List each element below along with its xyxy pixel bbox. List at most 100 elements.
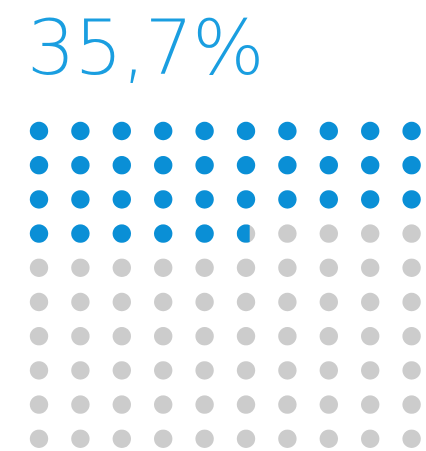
waffle-dot-filled (195, 121, 214, 141)
waffle-dot-empty (319, 429, 338, 448)
waffle-dot-empty (71, 429, 90, 448)
waffle-dot-filled (71, 190, 90, 209)
waffle-dot-filled (278, 121, 297, 141)
waffle-dot-partial-fill (236, 224, 250, 243)
waffle-dot-empty (154, 327, 173, 346)
waffle-dot-empty (278, 395, 297, 414)
waffle-dot-empty (278, 292, 297, 312)
waffle-dot-filled (361, 121, 380, 141)
waffle-dot-empty (71, 292, 90, 312)
waffle-dot-filled (319, 156, 338, 175)
waffle-dot-empty (195, 258, 214, 277)
waffle-dot-empty (154, 292, 173, 312)
waffle-dot-empty (236, 292, 256, 312)
waffle-dot-filled (71, 121, 90, 141)
percentage-headline: 35,7% (27, 3, 264, 92)
waffle-dot-filled (236, 156, 256, 175)
waffle-dot-filled (154, 224, 173, 243)
waffle-dot-empty (29, 429, 49, 448)
waffle-dot-empty (195, 395, 214, 414)
waffle-dot-empty (402, 258, 421, 277)
waffle-dot-filled (195, 190, 214, 209)
waffle-dot-empty (402, 224, 421, 243)
waffle-dot-empty (71, 395, 90, 414)
waffle-dot-empty (361, 361, 380, 380)
waffle-dot-empty (361, 429, 380, 448)
waffle-dot-empty (195, 292, 214, 312)
waffle-dot-empty (112, 292, 131, 312)
waffle-dot-filled (278, 156, 297, 175)
waffle-dot-empty (278, 258, 297, 277)
waffle-dot-empty (319, 327, 338, 346)
waffle-dot-empty (361, 258, 380, 277)
waffle-dot-empty (278, 361, 297, 380)
waffle-dot-empty (402, 361, 421, 380)
waffle-dot-empty (319, 395, 338, 414)
waffle-dot-empty (361, 292, 380, 312)
waffle-dot-empty (361, 327, 380, 346)
waffle-dot-empty (319, 361, 338, 380)
waffle-dot-empty (195, 429, 214, 448)
waffle-dot-empty (236, 395, 256, 414)
waffle-dot-filled (195, 224, 214, 243)
waffle-dot-empty (112, 429, 131, 448)
waffle-dot-filled (154, 121, 173, 141)
waffle-dot-empty (29, 258, 49, 277)
waffle-dot-filled (402, 190, 421, 209)
waffle-dot-empty (402, 395, 421, 414)
waffle-dot-empty (29, 292, 49, 312)
waffle-dot-empty (319, 224, 338, 243)
waffle-dot-empty (278, 327, 297, 346)
waffle-dot-filled (71, 224, 90, 243)
waffle-dot-empty (112, 395, 131, 414)
waffle-dot-empty (195, 327, 214, 346)
waffle-dot-empty (236, 361, 256, 380)
waffle-dot-filled (278, 190, 297, 209)
waffle-dot-empty (112, 361, 131, 380)
waffle-dot-filled (29, 121, 49, 141)
waffle-dot-empty (361, 395, 380, 414)
waffle-dot-empty (154, 429, 173, 448)
waffle-dot-empty (154, 258, 173, 277)
waffle-dot-empty (236, 258, 256, 277)
waffle-dot-empty (71, 258, 90, 277)
waffle-dot-empty (29, 395, 49, 414)
waffle-dot-filled (154, 190, 173, 209)
waffle-dot-filled (361, 156, 380, 175)
waffle-dot-filled (361, 190, 380, 209)
waffle-dot-empty (402, 327, 421, 346)
waffle-dot-filled (195, 156, 214, 175)
waffle-dot-filled (71, 156, 90, 175)
waffle-dot-filled (236, 121, 256, 141)
waffle-dot-empty (236, 327, 256, 346)
waffle-dot-empty (402, 292, 421, 312)
waffle-dot-empty (154, 361, 173, 380)
waffle-dot-empty (195, 361, 214, 380)
waffle-dot-empty (112, 258, 131, 277)
waffle-dot-filled (402, 156, 421, 175)
waffle-dot-filled (112, 190, 131, 209)
waffle-dot-empty (236, 429, 256, 448)
waffle-dot-filled (112, 156, 131, 175)
waffle-dot-filled (319, 190, 338, 209)
waffle-dot-empty (29, 361, 49, 380)
waffle-dot-empty (361, 224, 380, 243)
waffle-dot-filled (236, 190, 256, 209)
dot-grid (29, 121, 421, 448)
waffle-dot-empty (319, 292, 338, 312)
waffle-dot-empty (29, 327, 49, 346)
waffle-dot-empty (402, 429, 421, 448)
waffle-dot-filled (112, 224, 131, 243)
waffle-dot-filled (319, 121, 338, 141)
waffle-dot-empty (71, 361, 90, 380)
waffle-dot-empty (278, 429, 297, 448)
waffle-dot-empty (112, 327, 131, 346)
waffle-dot-filled (29, 156, 49, 175)
waffle-dot-empty (154, 395, 173, 414)
waffle-dot-empty (319, 258, 338, 277)
waffle-dot-filled (29, 224, 49, 243)
waffle-dot-filled (112, 121, 131, 141)
waffle-dot-filled (154, 156, 173, 175)
waffle-dot-filled (29, 190, 49, 209)
